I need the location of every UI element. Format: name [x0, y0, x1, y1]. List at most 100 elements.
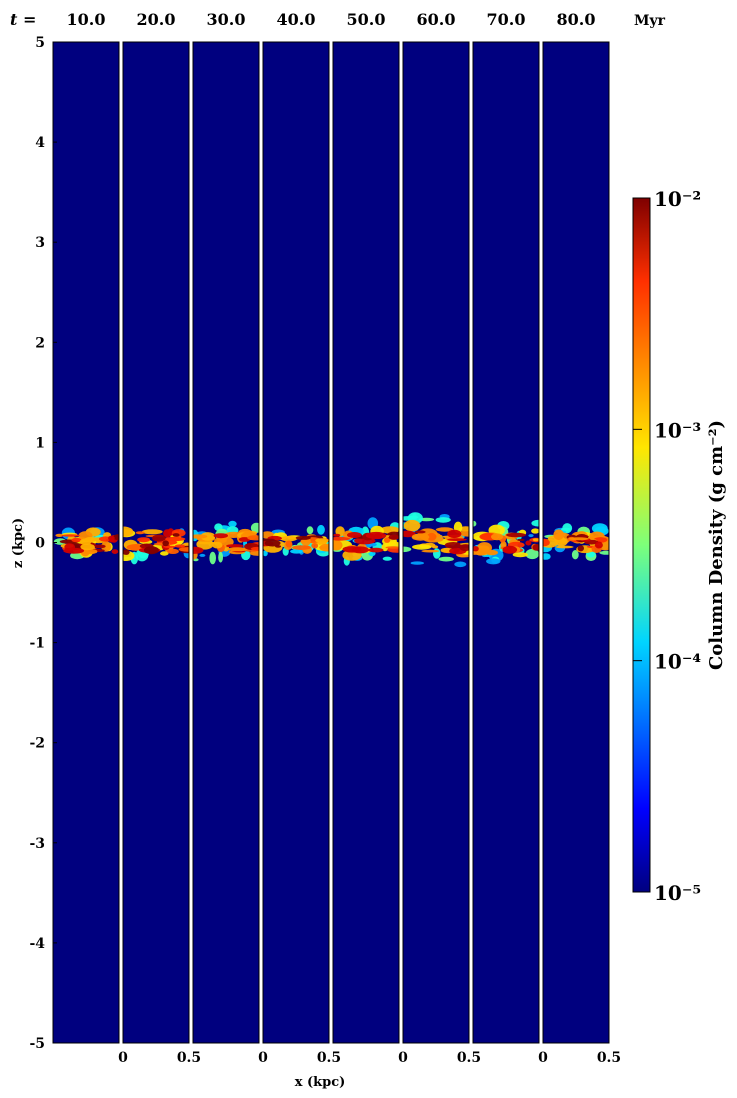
colorbar-tick-label: 10⁻⁵: [654, 881, 701, 905]
panel-border: [472, 41, 540, 1044]
x-tick-label: 0: [258, 1050, 268, 1066]
panel-6: [403, 42, 469, 1043]
core-blob: [447, 538, 467, 541]
core-blob: [506, 532, 526, 538]
x-tick-label: 0: [538, 1050, 548, 1066]
core-blob: [525, 540, 532, 546]
core-blob: [311, 543, 319, 549]
envelope-blob: [160, 551, 169, 556]
halo-blob: [454, 561, 467, 568]
core-blob: [226, 544, 244, 548]
panel-border: [262, 41, 330, 1044]
panel-border: [192, 41, 260, 1044]
halo-blob: [199, 553, 206, 557]
envelope-blob: [280, 535, 297, 542]
core-blob: [517, 538, 525, 542]
colorbar-label: Column Density (g cm⁻²): [706, 420, 727, 670]
halo-blob: [525, 548, 539, 560]
halo-blob: [403, 546, 412, 553]
core-blob: [502, 545, 518, 554]
core-blob: [196, 541, 218, 545]
y-tick-label: 2: [35, 335, 45, 351]
core-blob: [250, 546, 259, 551]
core-blob: [315, 538, 329, 543]
envelope-blob: [485, 549, 498, 556]
core-blob: [238, 537, 251, 542]
envelope-blob: [459, 530, 469, 537]
core-blob: [193, 546, 204, 554]
y-tick-label: -5: [29, 1036, 45, 1052]
y-tick-label: -1: [29, 636, 45, 652]
core-blob: [414, 530, 426, 534]
core-blob: [295, 535, 311, 540]
halo-blob: [599, 550, 609, 555]
core-blob: [94, 544, 106, 549]
y-tick-label: -3: [29, 836, 45, 852]
halo-blob: [591, 523, 608, 534]
core-blob: [568, 537, 589, 541]
halo-blob: [531, 519, 539, 527]
y-tick-label: 1: [35, 435, 45, 451]
x-tick-label: 0: [398, 1050, 408, 1066]
core-blob: [174, 544, 185, 548]
core-blob: [108, 535, 115, 541]
time-row: t = Myr 10.0 20.0 30.0 40.0 50.0 60.0 70.0 80.0: [10, 10, 666, 29]
core-blob: [111, 549, 119, 554]
y-tick-label: 0: [35, 536, 45, 552]
core-blob: [447, 529, 462, 539]
core-blob: [351, 546, 369, 554]
panel-3: [193, 42, 259, 1043]
halo-blob: [543, 553, 551, 560]
time-label: 10.0: [67, 10, 106, 29]
core-blob: [80, 543, 95, 551]
core-blob: [333, 536, 351, 541]
core-blob: [491, 533, 504, 541]
core-blob: [532, 538, 539, 542]
core-blob: [137, 537, 151, 543]
panel-1: [53, 42, 119, 1043]
halo-blob: [250, 522, 259, 533]
core-blob: [135, 531, 145, 535]
x-tick-label: 0.5: [457, 1050, 481, 1066]
halo-blob: [528, 534, 534, 538]
envelope-blob: [101, 541, 112, 552]
core-blob: [318, 546, 329, 549]
core-blob: [421, 549, 440, 553]
core-blob: [555, 545, 574, 549]
halo-blob: [473, 520, 477, 527]
core-blob: [579, 535, 589, 538]
y-tick-label: -2: [29, 736, 45, 752]
y-axis-label: z (kpc): [11, 518, 26, 568]
envelope-blob: [553, 529, 564, 541]
time-label: 40.0: [277, 10, 316, 29]
core-blob: [152, 534, 166, 542]
envelope-blob: [512, 552, 528, 558]
halo-blob: [571, 550, 579, 560]
panel-border: [542, 41, 610, 1044]
panel-8: [543, 42, 609, 1043]
envelope-blob: [333, 540, 343, 551]
core-blob: [385, 546, 399, 549]
halo-blob: [560, 527, 571, 531]
halo-blob: [228, 520, 237, 528]
core-blob: [61, 534, 81, 537]
colorbar-tick-label: 10⁻³: [654, 418, 701, 442]
colorbar-gradient: [632, 197, 651, 893]
x-tick-label: 0.5: [597, 1050, 621, 1066]
core-blob: [167, 548, 179, 555]
y-axis: z (kpc) 5 4 3 2 1 0 -1 -2 -3 -4 -5: [11, 35, 57, 1052]
core-blob: [227, 547, 248, 552]
time-prefix: t =: [10, 10, 36, 29]
core-blob: [532, 544, 539, 551]
core-blob: [213, 533, 228, 539]
core-blob: [55, 533, 64, 538]
colorbar-tick-label: 10⁻²: [654, 187, 701, 211]
core-blob: [80, 548, 98, 555]
core-blob: [264, 539, 281, 547]
time-label: 70.0: [487, 10, 526, 29]
panel-background: [403, 42, 469, 1043]
core-blob: [123, 549, 130, 555]
panel-4: [263, 42, 329, 1043]
halo-blob: [218, 551, 224, 563]
envelope-blob: [412, 544, 432, 550]
